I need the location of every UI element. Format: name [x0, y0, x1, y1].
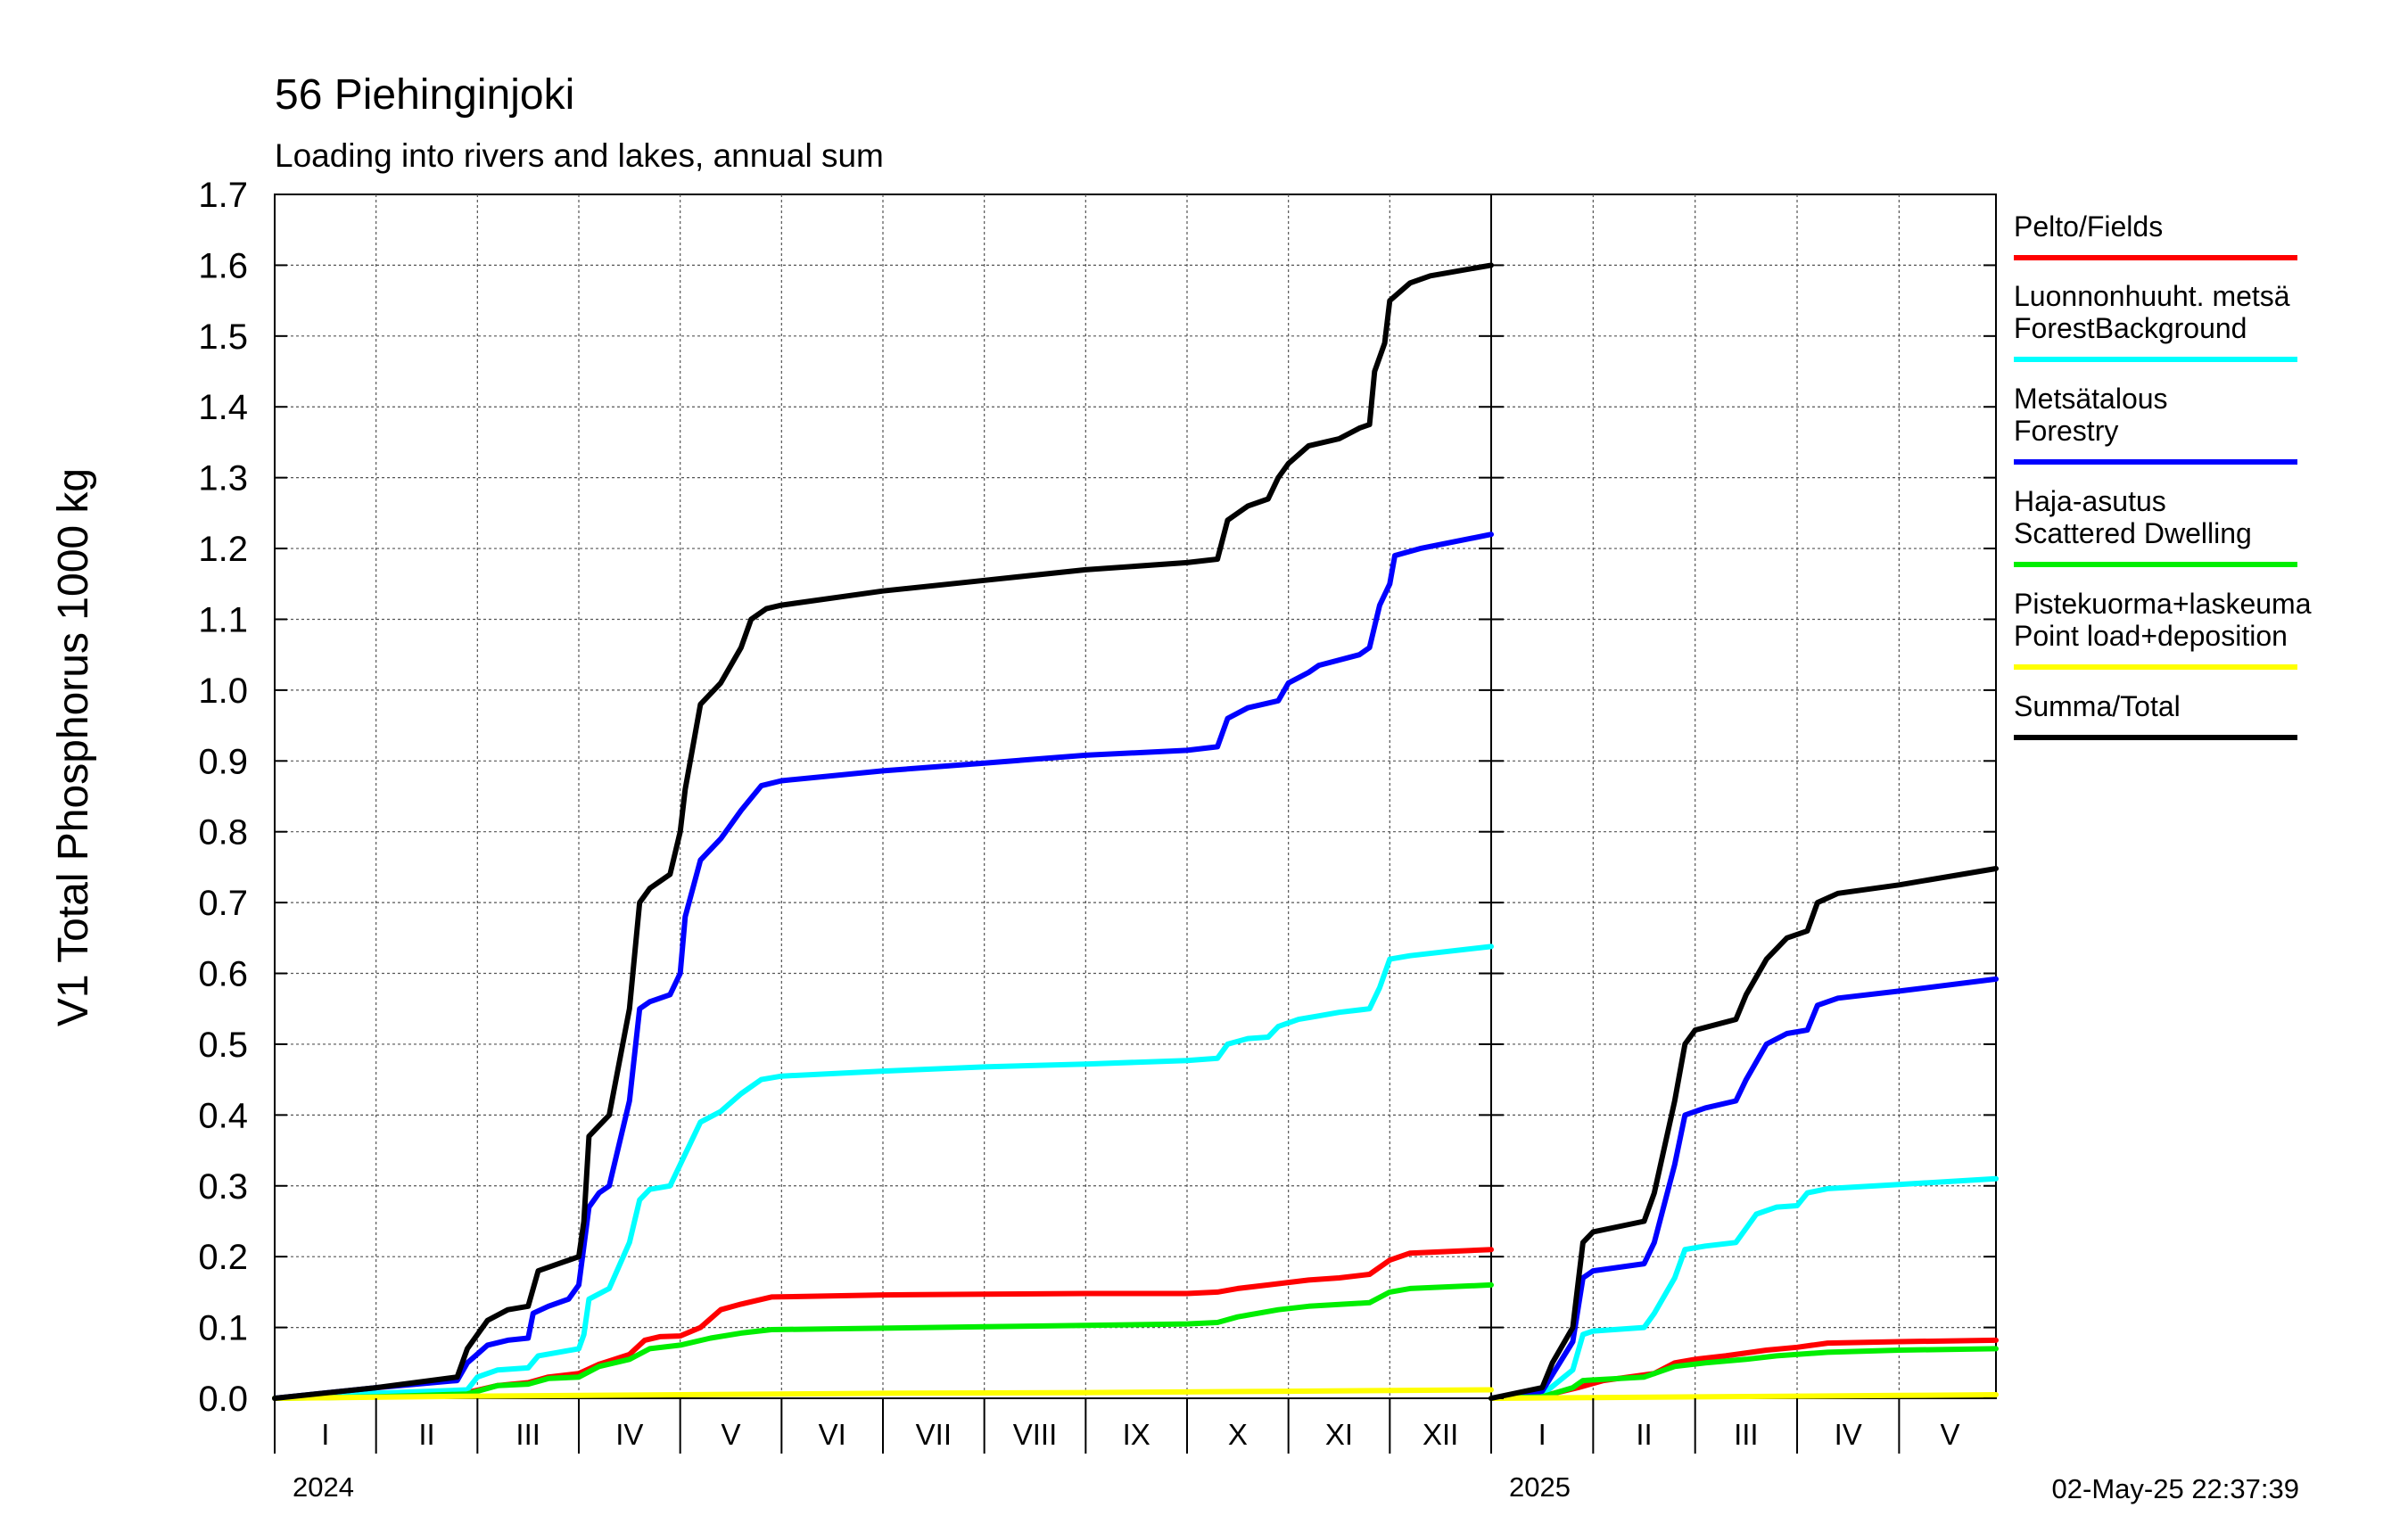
y-axis-label: V1 Total Phosphorus 1000 kg	[50, 468, 97, 1026]
legend-label: Haja-asutus	[2014, 485, 2166, 517]
y-tick-label: 0.0	[198, 1380, 248, 1419]
y-tick-label: 0.2	[198, 1238, 248, 1277]
y-tick-label: 0.5	[198, 1026, 248, 1065]
x-tick-label: II	[1636, 1418, 1652, 1451]
series-line	[272, 531, 1494, 1401]
legend: Pelto/Fields Luonnonhuuht. metsäForestBac…	[2014, 210, 2312, 740]
legend-label: Luonnonhuuht. metsä	[2014, 280, 2290, 312]
series-line	[272, 943, 1494, 1401]
x-tick-label: IV	[615, 1418, 643, 1451]
plot-frame-2025	[1490, 194, 1997, 1399]
y-tick-label: 0.8	[198, 813, 248, 853]
legend-label: Point load+deposition	[2014, 620, 2288, 652]
y-tick-label: 0.7	[198, 884, 248, 923]
series-line	[1489, 866, 1999, 1401]
x-tick-label: IV	[1835, 1418, 1862, 1451]
x-tick-label: XII	[1423, 1418, 1458, 1451]
legend-label: Forestry	[2014, 415, 2118, 447]
series-line	[1489, 1337, 1999, 1401]
x-tick-label: I	[321, 1418, 329, 1451]
x-tick-label: I	[1538, 1418, 1546, 1451]
legend-label: ForestBackground	[2014, 312, 2247, 344]
x-tick-label: III	[1734, 1418, 1759, 1451]
x-tick-label: III	[515, 1418, 540, 1451]
chart-title: 56 Piehinginjoki	[275, 71, 574, 119]
series-line	[272, 1387, 1494, 1401]
timestamp: 02-May-25 22:37:39	[2052, 1473, 2299, 1504]
y-tick-label: 1.2	[198, 530, 248, 569]
series-line	[1489, 1346, 1999, 1401]
x-tick-label: VII	[916, 1418, 952, 1451]
y-tick-label: 1.6	[198, 246, 248, 285]
y-tick-label: 1.1	[198, 600, 248, 639]
x-tick-label: XI	[1325, 1418, 1353, 1451]
legend-item: Summa/Total	[2014, 690, 2297, 740]
legend-label: Summa/Total	[2014, 690, 2181, 722]
series-line	[1489, 976, 1999, 1401]
year-label-2024: 2024	[293, 1471, 354, 1503]
legend-label: Pistekuorma+laskeuma	[2014, 588, 2312, 620]
y-tick-label: 1.5	[198, 317, 248, 357]
chart-subtitle: Loading into rivers and lakes, annual su…	[275, 137, 884, 174]
series-line	[272, 1281, 1494, 1401]
x-tick-label: X	[1228, 1418, 1248, 1451]
x-tick-label: II	[418, 1418, 434, 1451]
grid-layer	[274, 194, 1997, 1399]
y-tick-label: 0.3	[198, 1167, 248, 1207]
x-tick-label: VIII	[1013, 1418, 1058, 1451]
series-line	[1489, 1392, 1999, 1401]
legend-label: Pelto/Fields	[2014, 210, 2163, 243]
legend-item: Pelto/Fields	[2014, 210, 2297, 260]
series-layer	[272, 262, 1999, 1401]
legend-label: Scattered Dwelling	[2014, 517, 2252, 549]
y-tick-label: 1.7	[198, 176, 248, 215]
y-tick-label: 0.1	[198, 1309, 248, 1348]
legend-label: Metsätalous	[2014, 383, 2168, 415]
y-tick-label: 0.4	[198, 1096, 248, 1135]
x-tick-label: VI	[819, 1418, 846, 1451]
y-tick-label: 0.9	[198, 742, 248, 781]
y-tick-label: 1.4	[198, 388, 248, 427]
series-line	[1489, 1175, 1999, 1401]
y-tick-label: 1.3	[198, 459, 248, 498]
x-tick-label: V	[1941, 1418, 1960, 1451]
y-tick-label: 0.6	[198, 955, 248, 994]
series-line	[272, 262, 1494, 1401]
y-tick-label: 1.0	[198, 671, 248, 711]
x-tick-label: IX	[1123, 1418, 1150, 1451]
x-tick-label: V	[721, 1418, 740, 1451]
year-label-2025: 2025	[1509, 1471, 1571, 1503]
